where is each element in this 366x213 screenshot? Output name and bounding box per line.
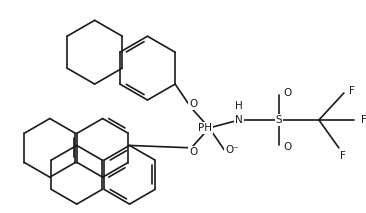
Text: F: F <box>349 86 355 96</box>
Text: H: H <box>235 101 243 111</box>
Text: O: O <box>189 147 198 157</box>
Text: S: S <box>276 115 282 125</box>
Text: F: F <box>361 115 366 125</box>
Text: O: O <box>189 99 198 109</box>
Text: PH: PH <box>198 123 212 133</box>
Text: O: O <box>283 88 291 98</box>
Text: N: N <box>235 115 243 125</box>
Text: F: F <box>340 151 346 161</box>
Text: O⁻: O⁻ <box>225 145 239 155</box>
Text: O: O <box>283 142 291 152</box>
